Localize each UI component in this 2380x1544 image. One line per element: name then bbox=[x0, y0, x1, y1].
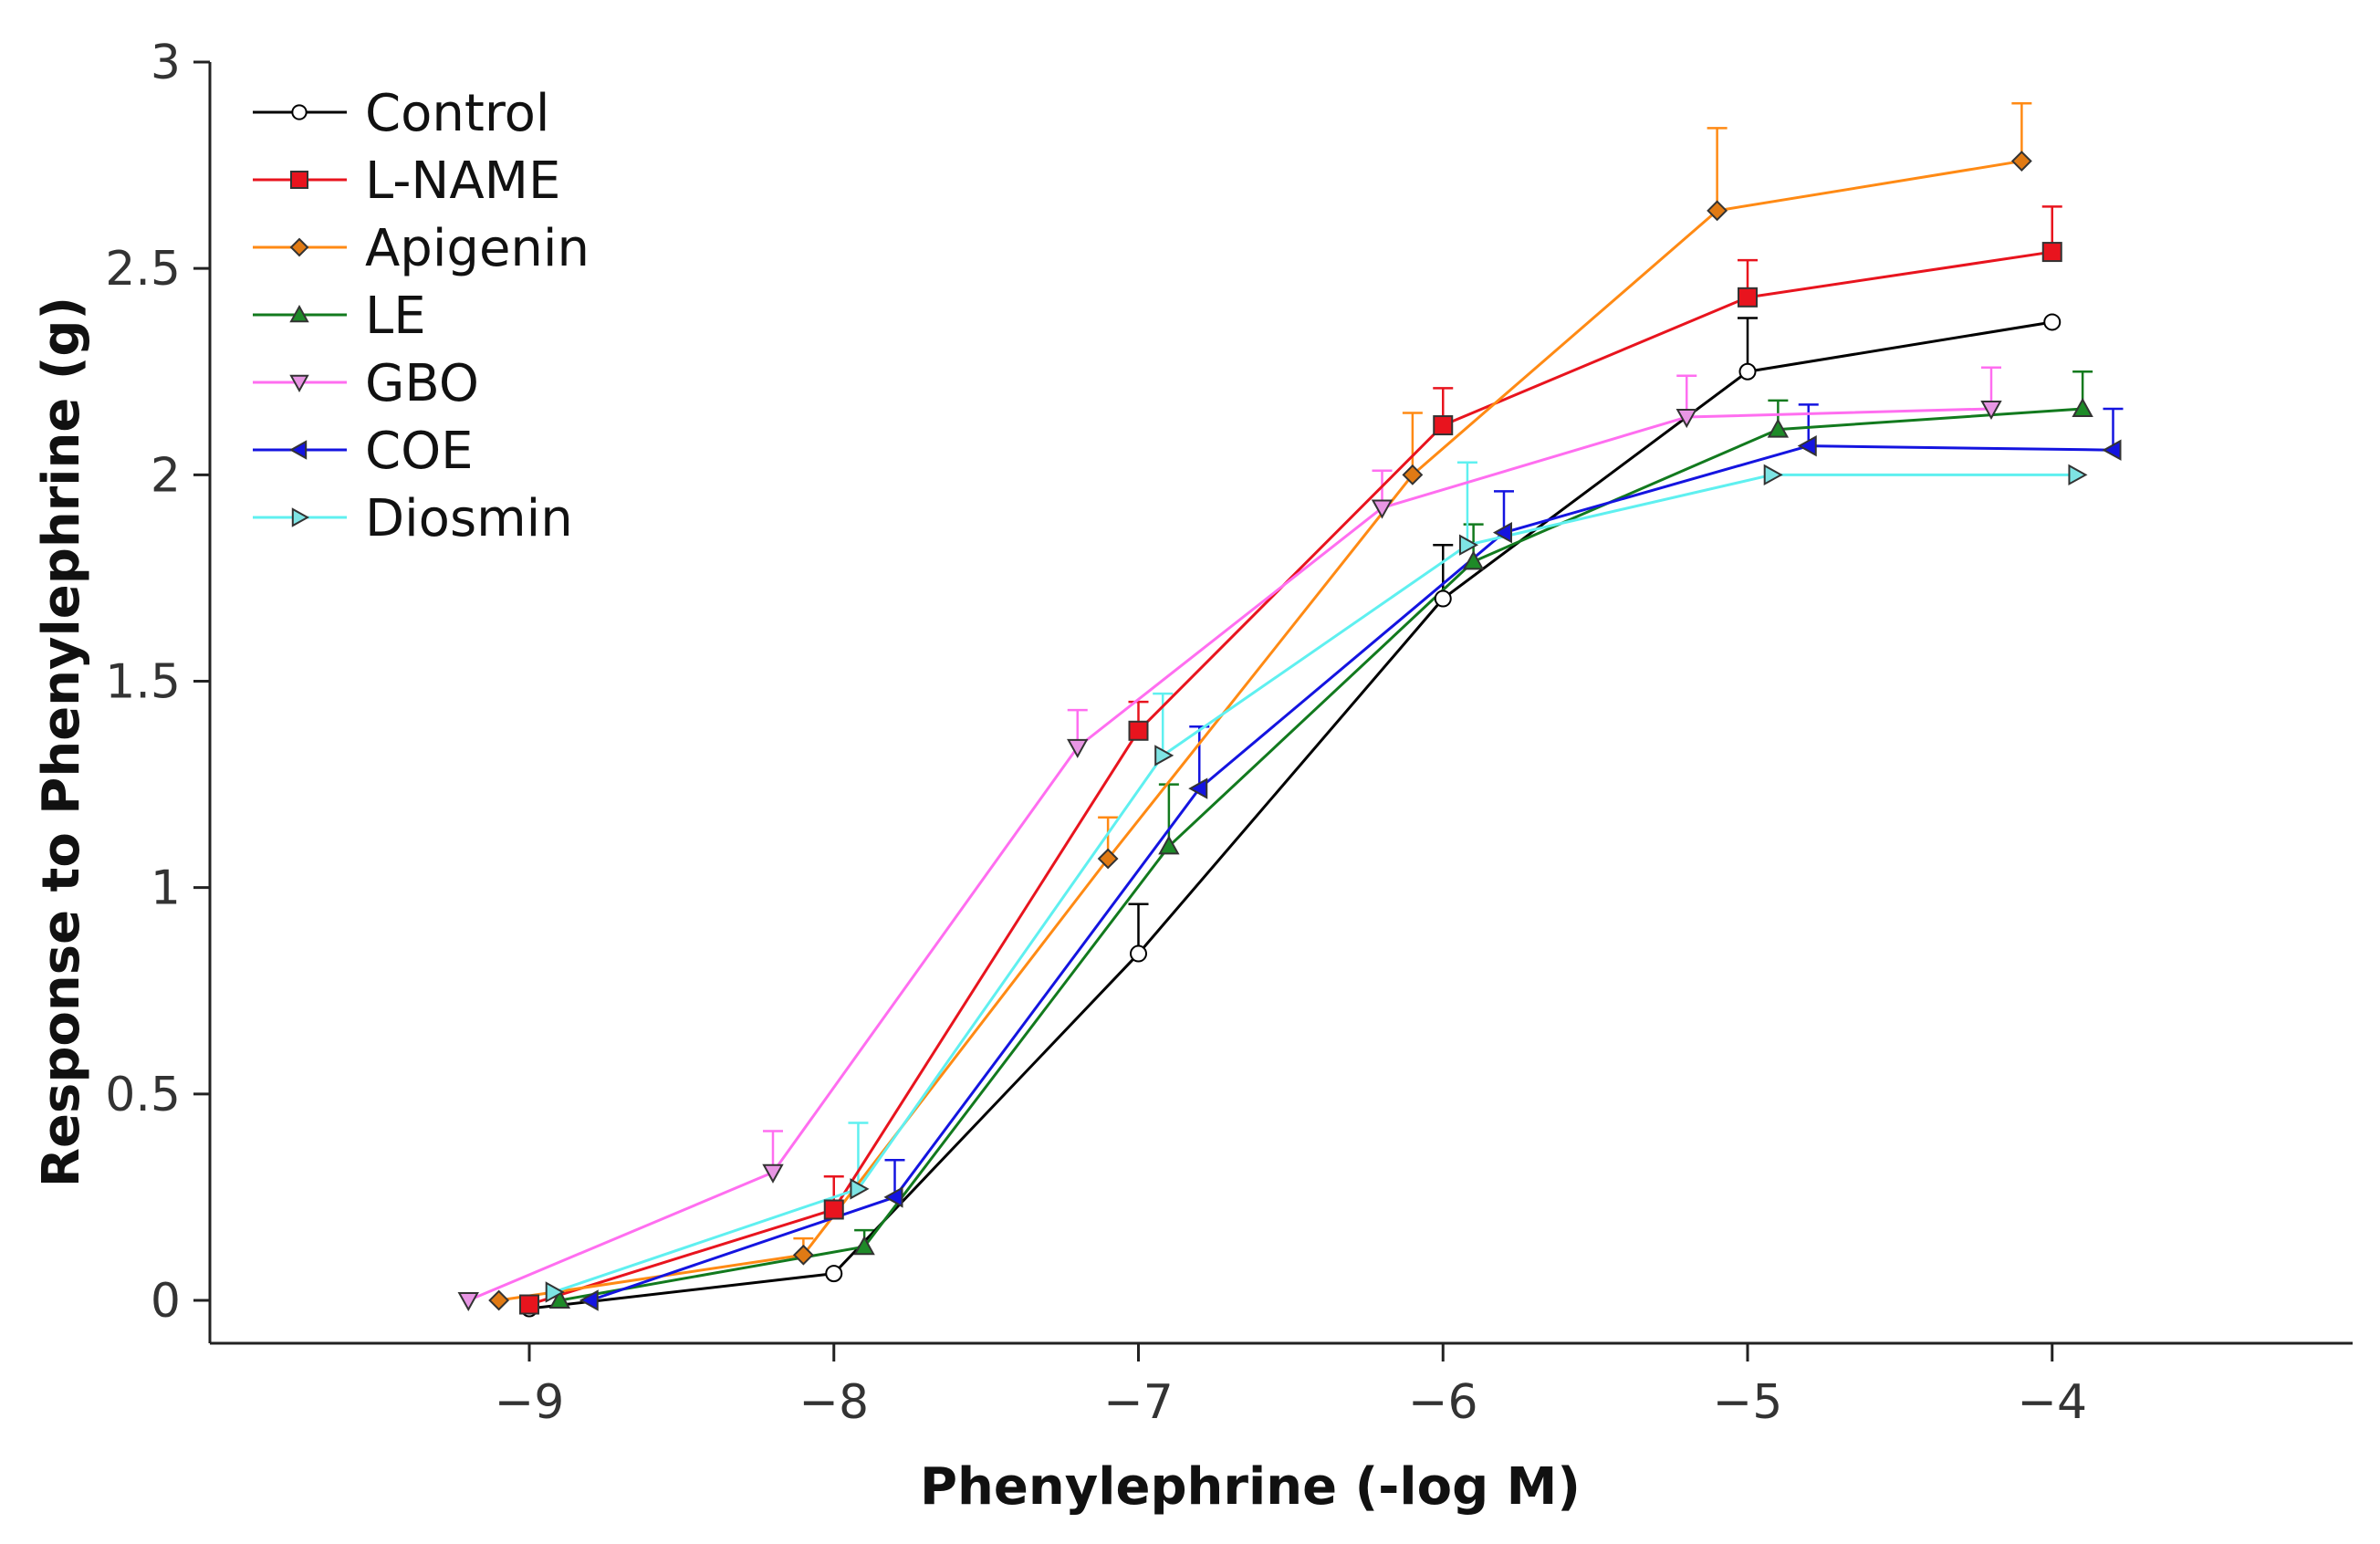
point-l-name bbox=[519, 1294, 539, 1315]
point-coe bbox=[1188, 777, 1208, 799]
legend-label-l-name: L-NAME bbox=[365, 151, 560, 211]
legend-marker-diosmin bbox=[291, 507, 310, 527]
series-line-control bbox=[528, 320, 2052, 1310]
y-axis-title: Response to Phenylephrine (g) bbox=[32, 297, 91, 1187]
point-control bbox=[1130, 944, 1147, 963]
point-l-name bbox=[1738, 287, 1758, 308]
point-l-name bbox=[2041, 242, 2062, 263]
legend-label-gbo: GBO bbox=[365, 354, 479, 413]
point-diosmin bbox=[1458, 534, 1479, 556]
y-tick-label: 0.5 bbox=[105, 1068, 181, 1122]
point-control bbox=[1434, 589, 1452, 608]
point-gbo bbox=[1675, 409, 1697, 429]
legend-marker-control bbox=[291, 104, 308, 120]
point-coe bbox=[2102, 439, 2122, 461]
series-lines bbox=[467, 160, 2114, 1310]
series-line-le bbox=[559, 407, 2083, 1302]
point-gbo bbox=[1980, 400, 2002, 421]
legend-marker-gbo bbox=[289, 374, 309, 393]
point-control bbox=[2043, 313, 2062, 331]
point-le bbox=[2072, 397, 2093, 417]
legend-label-le: LE bbox=[365, 287, 426, 346]
y-tick-label: 3 bbox=[151, 36, 181, 90]
y-tick-label: 0 bbox=[151, 1274, 181, 1329]
point-control bbox=[825, 1265, 843, 1283]
legend-label-control: Control bbox=[365, 84, 549, 143]
x-axis-title: Phenylephrine (-log M) bbox=[920, 1457, 1581, 1517]
point-diosmin bbox=[2068, 464, 2088, 486]
point-coe bbox=[883, 1186, 903, 1208]
point-gbo bbox=[762, 1163, 784, 1184]
point-le bbox=[853, 1236, 875, 1256]
legend-label-coe: COE bbox=[365, 422, 474, 481]
error-bars bbox=[763, 101, 2124, 1256]
series-line-gbo bbox=[467, 407, 1992, 1302]
y-tick-label: 1.5 bbox=[105, 655, 181, 710]
x-tick-label: −6 bbox=[1408, 1375, 1478, 1430]
point-diosmin bbox=[545, 1281, 565, 1303]
y-tick-label: 1 bbox=[151, 861, 181, 916]
point-coe bbox=[1797, 434, 1817, 457]
point-control bbox=[1738, 362, 1757, 381]
point-diosmin bbox=[1763, 464, 1783, 486]
point-apigenin bbox=[1402, 464, 1424, 485]
legend-marker-apigenin bbox=[289, 237, 309, 257]
y-tick-label: 2.5 bbox=[105, 242, 181, 297]
series-line-apigenin bbox=[498, 160, 2022, 1302]
point-le bbox=[548, 1288, 571, 1309]
point-coe bbox=[1492, 521, 1512, 544]
axes: 0 0.5 1 1.5 2 2.5 3 −9 −8 −7 −6 −5 −4 bbox=[105, 36, 2353, 1430]
series-line-diosmin bbox=[553, 473, 2077, 1294]
point-l-name bbox=[823, 1199, 844, 1220]
point-le bbox=[1767, 418, 1790, 438]
x-tick-label: −7 bbox=[1103, 1375, 1174, 1430]
point-apigenin bbox=[2010, 151, 2032, 172]
point-gbo bbox=[1371, 499, 1394, 519]
point-l-name bbox=[1433, 415, 1454, 436]
point-apigenin bbox=[792, 1244, 814, 1266]
point-apigenin bbox=[488, 1289, 510, 1311]
point-coe bbox=[579, 1289, 599, 1311]
legend-marker-coe bbox=[288, 440, 308, 460]
data-markers bbox=[457, 151, 2122, 1318]
point-apigenin bbox=[1097, 848, 1119, 870]
legend-label-apigenin: Apigenin bbox=[365, 219, 590, 278]
legend-marker-le bbox=[289, 304, 309, 323]
y-tick-label: 2 bbox=[151, 448, 181, 503]
x-tick-label: −4 bbox=[2017, 1375, 2087, 1430]
point-apigenin bbox=[1707, 200, 1728, 222]
x-tick-label: −5 bbox=[1713, 1375, 1783, 1430]
series-line-coe bbox=[590, 444, 2114, 1302]
legend-marker-l-name bbox=[290, 171, 308, 189]
point-gbo bbox=[1067, 738, 1089, 758]
legend: Control L-NAME Apigenin LE GBO COE Diosmin bbox=[253, 84, 590, 548]
point-le bbox=[1158, 835, 1180, 855]
point-diosmin bbox=[850, 1178, 870, 1200]
x-tick-label: −8 bbox=[799, 1375, 869, 1430]
x-tick-label: −9 bbox=[495, 1375, 565, 1430]
point-gbo bbox=[457, 1292, 479, 1312]
legend-label-diosmin: Diosmin bbox=[365, 489, 573, 548]
point-le bbox=[1462, 550, 1485, 570]
point-l-name bbox=[1128, 720, 1149, 741]
point-diosmin bbox=[1154, 745, 1174, 767]
